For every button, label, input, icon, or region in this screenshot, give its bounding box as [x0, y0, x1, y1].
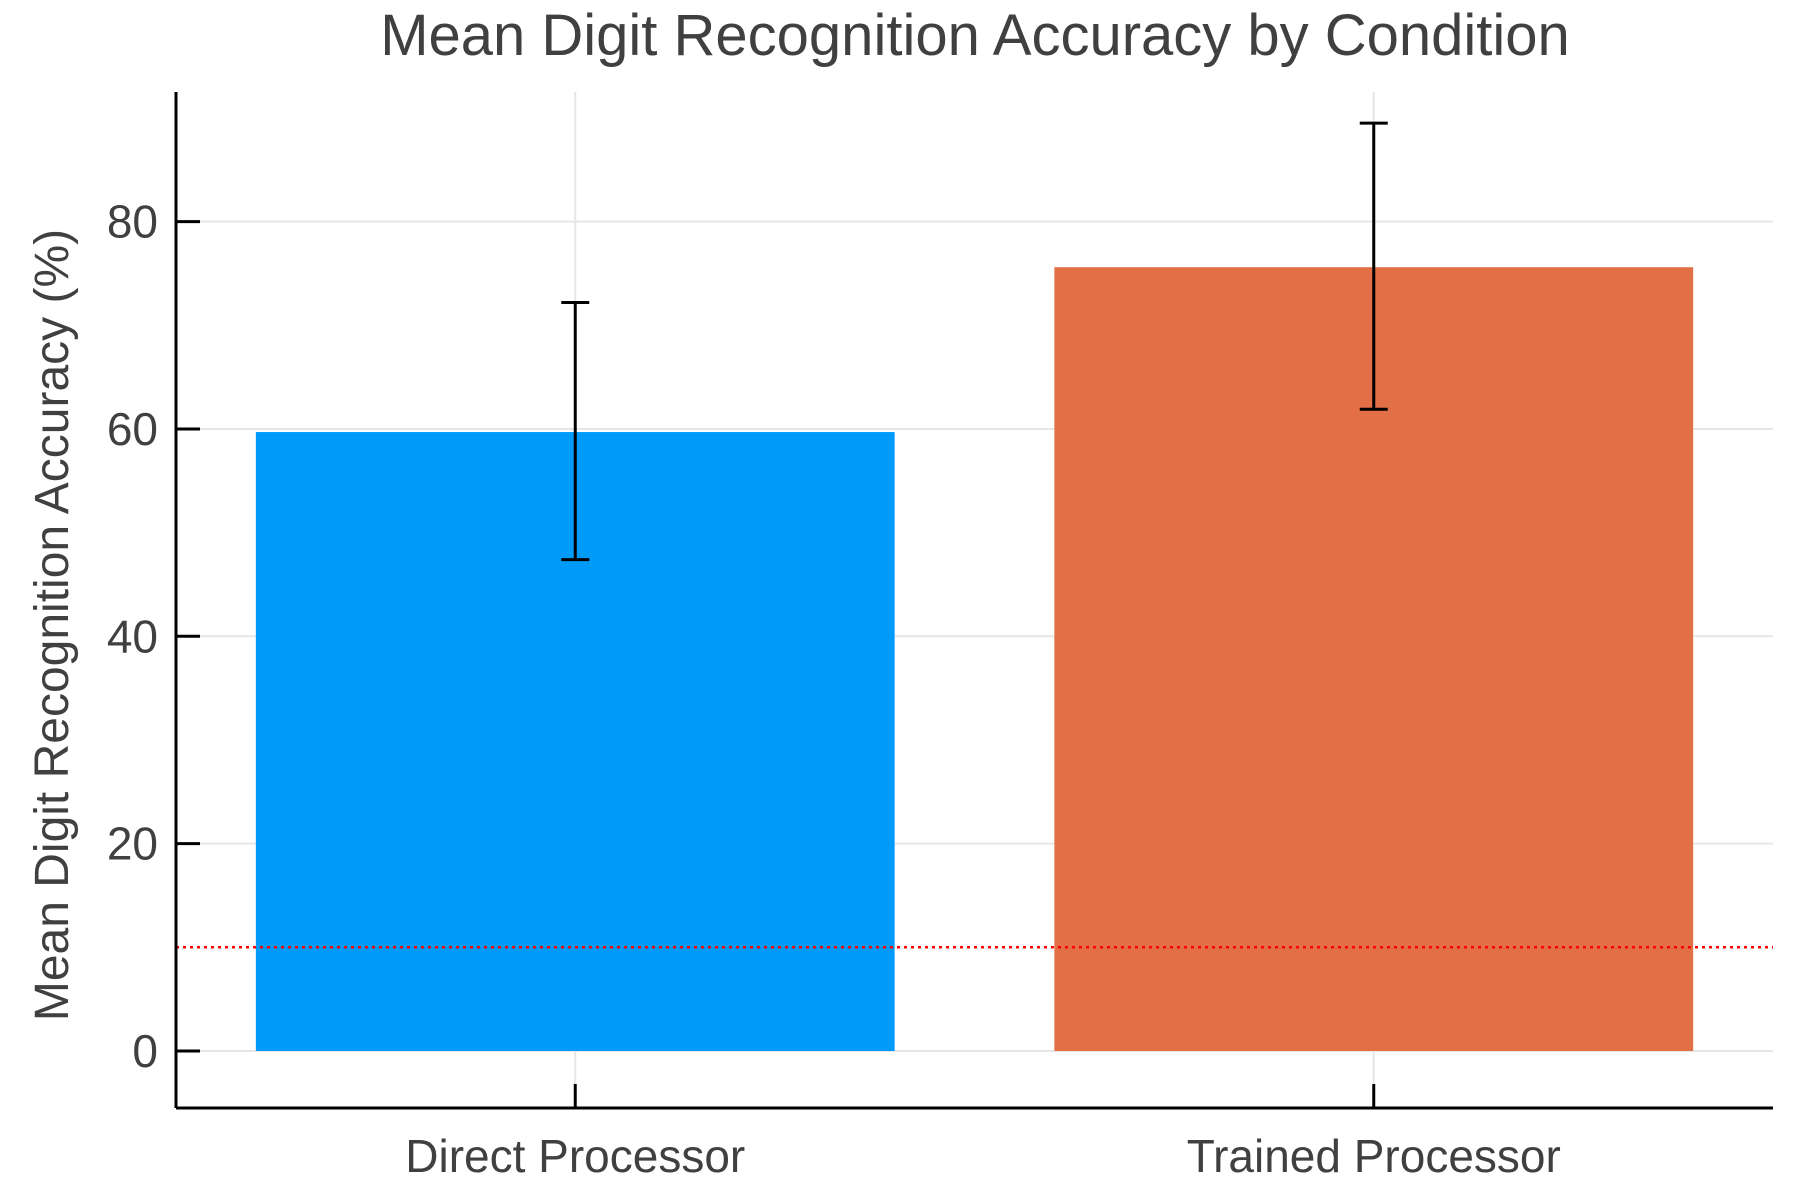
error-bars	[561, 121, 1388, 562]
x-tick-label: Direct Processor	[405, 1130, 745, 1182]
y-tick-label: 80	[107, 196, 158, 248]
y-axis-label: Mean Digit Recognition Accuracy (%)	[26, 229, 79, 1021]
y-tick-label: 0	[132, 1025, 158, 1077]
y-ticks: 0 20 40 60 80	[107, 196, 200, 1077]
axes	[174, 92, 1773, 1110]
y-tick-label: 20	[107, 818, 158, 870]
y-tick-label: 40	[107, 610, 158, 662]
chart-title: Mean Digit Recognition Accuracy by Condi…	[380, 3, 1570, 68]
x-ticks: Direct Processor Trained Processor	[405, 1084, 1561, 1182]
bars	[255, 267, 1694, 1051]
x-tick-label: Trained Processor	[1187, 1130, 1561, 1182]
y-tick-label: 60	[107, 403, 158, 455]
